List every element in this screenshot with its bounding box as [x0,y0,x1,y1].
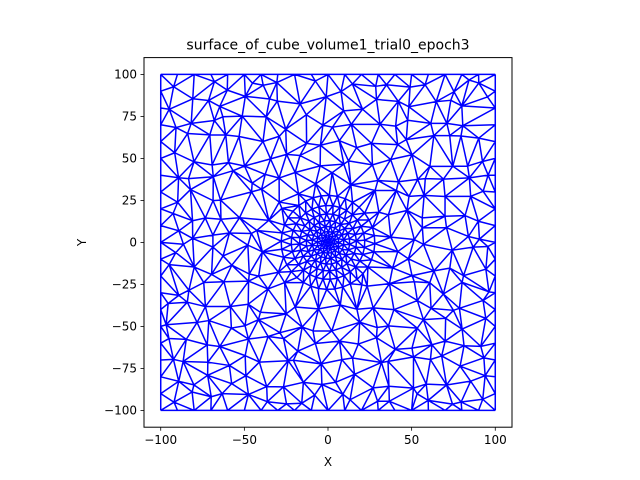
chart-title: surface_of_cube_volume1_trial0_epoch3 [186,38,469,54]
x-axis-label: X [324,455,332,469]
x-tick-label: −100 [144,433,177,447]
y-tick-label: 50 [122,152,137,166]
x-tick-label: 100 [484,433,507,447]
y-tick-label: 25 [122,194,137,208]
x-tick-label: 0 [324,433,332,447]
y-axis-ticks: −100 −75 −50 −25 0 25 50 75 100 [104,68,144,418]
x-tick-label: 50 [404,433,419,447]
y-tick-label: 0 [129,236,137,250]
x-tick-label: −50 [232,433,257,447]
y-tick-label: −50 [112,320,137,334]
mesh-edges [159,73,497,412]
y-axis-label: Y [75,238,89,247]
mesh-edge-paths [159,73,497,412]
y-tick-label: 75 [122,110,137,124]
x-axis-ticks: −100 −50 0 50 100 [144,427,507,447]
y-tick-label: 100 [114,68,137,82]
y-tick-label: −75 [112,362,137,376]
y-tick-label: −25 [112,278,137,292]
y-tick-label: −100 [104,404,137,418]
